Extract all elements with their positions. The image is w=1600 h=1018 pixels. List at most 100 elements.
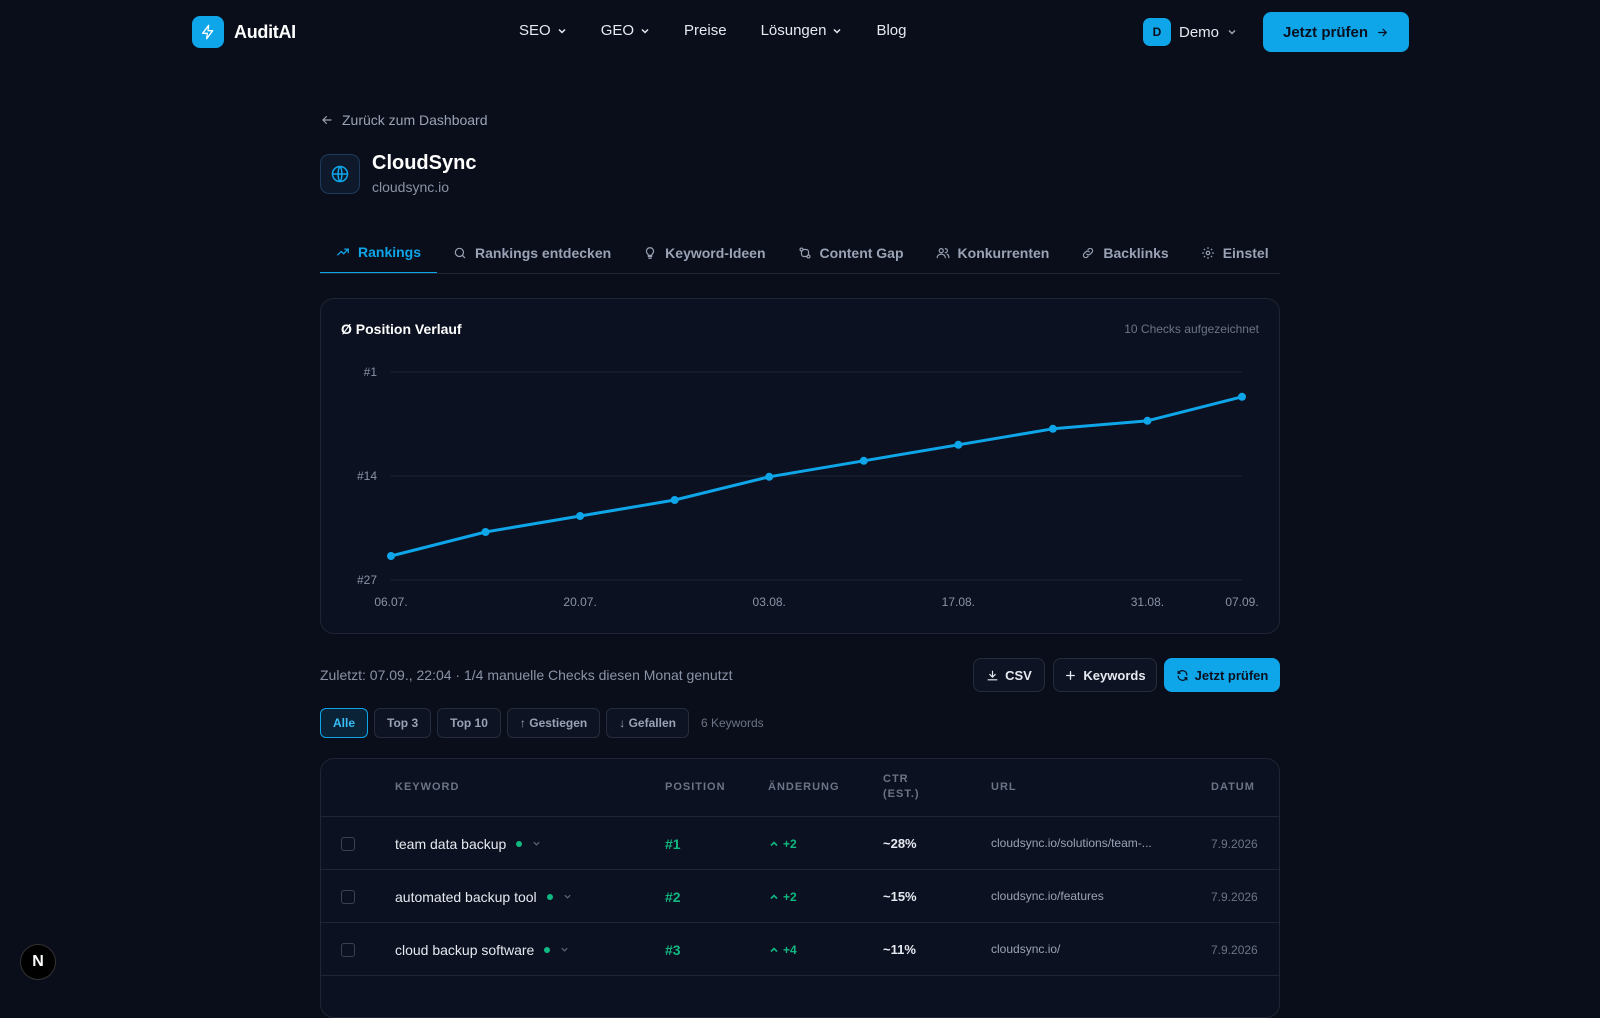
framework-badge[interactable]: N xyxy=(20,944,56,980)
table-row: cloud backup software #3 +4 ~11% cloudsy… xyxy=(321,923,1279,976)
nav-link-label: Lösungen xyxy=(760,22,827,39)
tab-label: Einstel xyxy=(1222,245,1269,261)
y-tick-label: #1 xyxy=(364,365,378,379)
filter-chip-alle[interactable]: Alle xyxy=(320,708,369,738)
col-position[interactable]: Position xyxy=(665,781,726,793)
data-point xyxy=(954,440,963,449)
filter-chip-top3[interactable]: Top 3 xyxy=(374,708,432,738)
nav-link-loesungen[interactable]: Lösungen xyxy=(761,22,843,39)
change-value: +2 xyxy=(783,836,797,851)
keyword-text: cloud backup software xyxy=(395,941,535,958)
position-value: #3 xyxy=(665,941,681,958)
last-check-info: Zuletzt: 07.09., 22:04 · 1/4 manuelle Ch… xyxy=(320,667,733,683)
chevron-down-icon xyxy=(558,28,566,34)
app-logo[interactable]: AuditAI xyxy=(192,16,296,48)
site-header: CloudSync cloudsync.io xyxy=(320,152,476,195)
url-link[interactable]: cloudsync.io/solutions/team-... xyxy=(991,835,1152,850)
nav-link-label: GEO xyxy=(600,22,635,39)
tab-label: Keyword-Ideen xyxy=(665,245,766,261)
chevron-down-icon xyxy=(1228,29,1236,35)
x-tick-label: 31.08. xyxy=(1131,595,1164,609)
chart-title: Ø Position Verlauf xyxy=(341,321,462,337)
cta-label: Jetzt prüfen xyxy=(1282,23,1368,41)
col-ctr[interactable]: CTR (est.) xyxy=(883,773,920,800)
url-link[interactable]: cloudsync.io/features xyxy=(991,888,1104,903)
x-tick-label: 06.07. xyxy=(374,595,407,609)
tab-label: Content Gap xyxy=(819,245,904,261)
filter-chip-top10[interactable]: Top 10 xyxy=(437,708,501,738)
row-checkbox-cell xyxy=(341,923,355,976)
tab-einstellungen[interactable]: Einstel xyxy=(1185,232,1280,273)
chevron-up-icon xyxy=(770,893,778,899)
chevron-down-icon[interactable] xyxy=(560,945,569,954)
back-link[interactable]: Zurück zum Dashboard xyxy=(320,112,488,128)
user-menu[interactable]: D Demo xyxy=(1143,18,1237,46)
change-cell: +2 xyxy=(769,870,797,923)
tab-backlinks[interactable]: Backlinks xyxy=(1065,232,1184,273)
tab-label: Rankings entdecken xyxy=(475,245,612,261)
nav-link-preise[interactable]: Preise xyxy=(684,22,727,39)
tab-content-gap[interactable]: Content Gap xyxy=(782,232,920,273)
data-point xyxy=(481,528,490,536)
keyword-text: automated backup tool xyxy=(395,888,537,905)
position-chart: #1 #14 #27 06.07. 20.07. 03.08. 17.08. 31.08. 07… xyxy=(357,365,1259,609)
row-checkbox[interactable] xyxy=(341,836,355,851)
col-keyword[interactable]: Keyword xyxy=(395,781,460,793)
nav-link-geo[interactable]: GEO xyxy=(601,22,650,39)
chevron-down-icon[interactable] xyxy=(563,892,572,901)
keyword-count: 6 Keywords xyxy=(700,716,764,730)
ctr-value: ~15% xyxy=(883,889,917,904)
download-icon xyxy=(987,670,998,680)
change-cell: +4 xyxy=(769,923,797,976)
tab-bar: Rankings Rankings entdecken Keyword-Idee… xyxy=(320,232,1280,274)
cta-check-button[interactable]: Jetzt prüfen xyxy=(1263,12,1409,52)
col-date[interactable]: Datum xyxy=(1211,781,1255,793)
link-icon xyxy=(1083,247,1094,259)
users-icon xyxy=(936,248,949,259)
lightbulb-icon xyxy=(646,247,655,259)
chevron-down-icon[interactable] xyxy=(532,839,541,848)
filter-chip-gefallen[interactable]: ↓ Gefallen xyxy=(606,708,689,738)
x-tick-label: 17.08. xyxy=(942,595,975,609)
trending-up-icon xyxy=(337,248,349,256)
keywords-label: Keywords xyxy=(1083,667,1146,683)
page-title: CloudSync xyxy=(372,152,477,174)
col-url[interactable]: URL xyxy=(991,781,1017,793)
keyword-text: team data backup xyxy=(395,835,507,852)
data-point xyxy=(576,512,585,520)
tab-rankings[interactable]: Rankings xyxy=(320,232,438,273)
row-checkbox[interactable] xyxy=(341,942,355,957)
tab-label: Backlinks xyxy=(1103,245,1169,261)
change-cell: +2 xyxy=(769,817,797,870)
col-change[interactable]: Änderung xyxy=(768,781,840,793)
nav-link-blog[interactable]: Blog xyxy=(876,22,906,39)
nav-links: SEO GEO Preise Lösungen Blog xyxy=(519,22,941,39)
status-dot xyxy=(544,946,551,953)
data-point xyxy=(1143,416,1152,425)
nav-link-seo[interactable]: SEO xyxy=(519,22,567,39)
table-row: automated backup tool #2 +2 ~15% cloudsy… xyxy=(321,870,1279,923)
arrow-right-icon xyxy=(1378,28,1388,36)
row-checkbox-cell xyxy=(341,870,355,923)
tab-konkurrenten[interactable]: Konkurrenten xyxy=(920,232,1066,273)
filter-chip-gestiegen[interactable]: ↑ Gestiegen xyxy=(506,708,601,738)
app-name: AuditAI xyxy=(234,21,296,42)
tab-keyword-ideen[interactable]: Keyword-Ideen xyxy=(627,232,781,273)
keyword-cell: automated backup tool xyxy=(395,870,572,923)
row-checkbox[interactable] xyxy=(341,889,355,904)
nav-link-label: Preise xyxy=(684,22,727,39)
ctr-value: ~28% xyxy=(883,836,917,851)
date-value: 7.9.2026 xyxy=(1211,942,1258,957)
add-keywords-button[interactable]: Keywords xyxy=(1053,658,1157,692)
tab-label: Rankings xyxy=(358,244,422,260)
change-value: +2 xyxy=(783,889,797,904)
csv-export-button[interactable]: CSV xyxy=(973,658,1045,692)
url-link[interactable]: cloudsync.io/ xyxy=(991,941,1061,956)
y-tick-label: #27 xyxy=(357,573,377,587)
position-value: #1 xyxy=(665,835,681,852)
checks-count: 10 Checks aufgezeichnet xyxy=(1124,322,1259,336)
run-check-button[interactable]: Jetzt prüfen xyxy=(1164,658,1280,692)
plus-icon xyxy=(1066,670,1076,680)
refresh-icon xyxy=(1177,669,1188,681)
tab-rankings-entdecken[interactable]: Rankings entdecken xyxy=(437,232,627,273)
